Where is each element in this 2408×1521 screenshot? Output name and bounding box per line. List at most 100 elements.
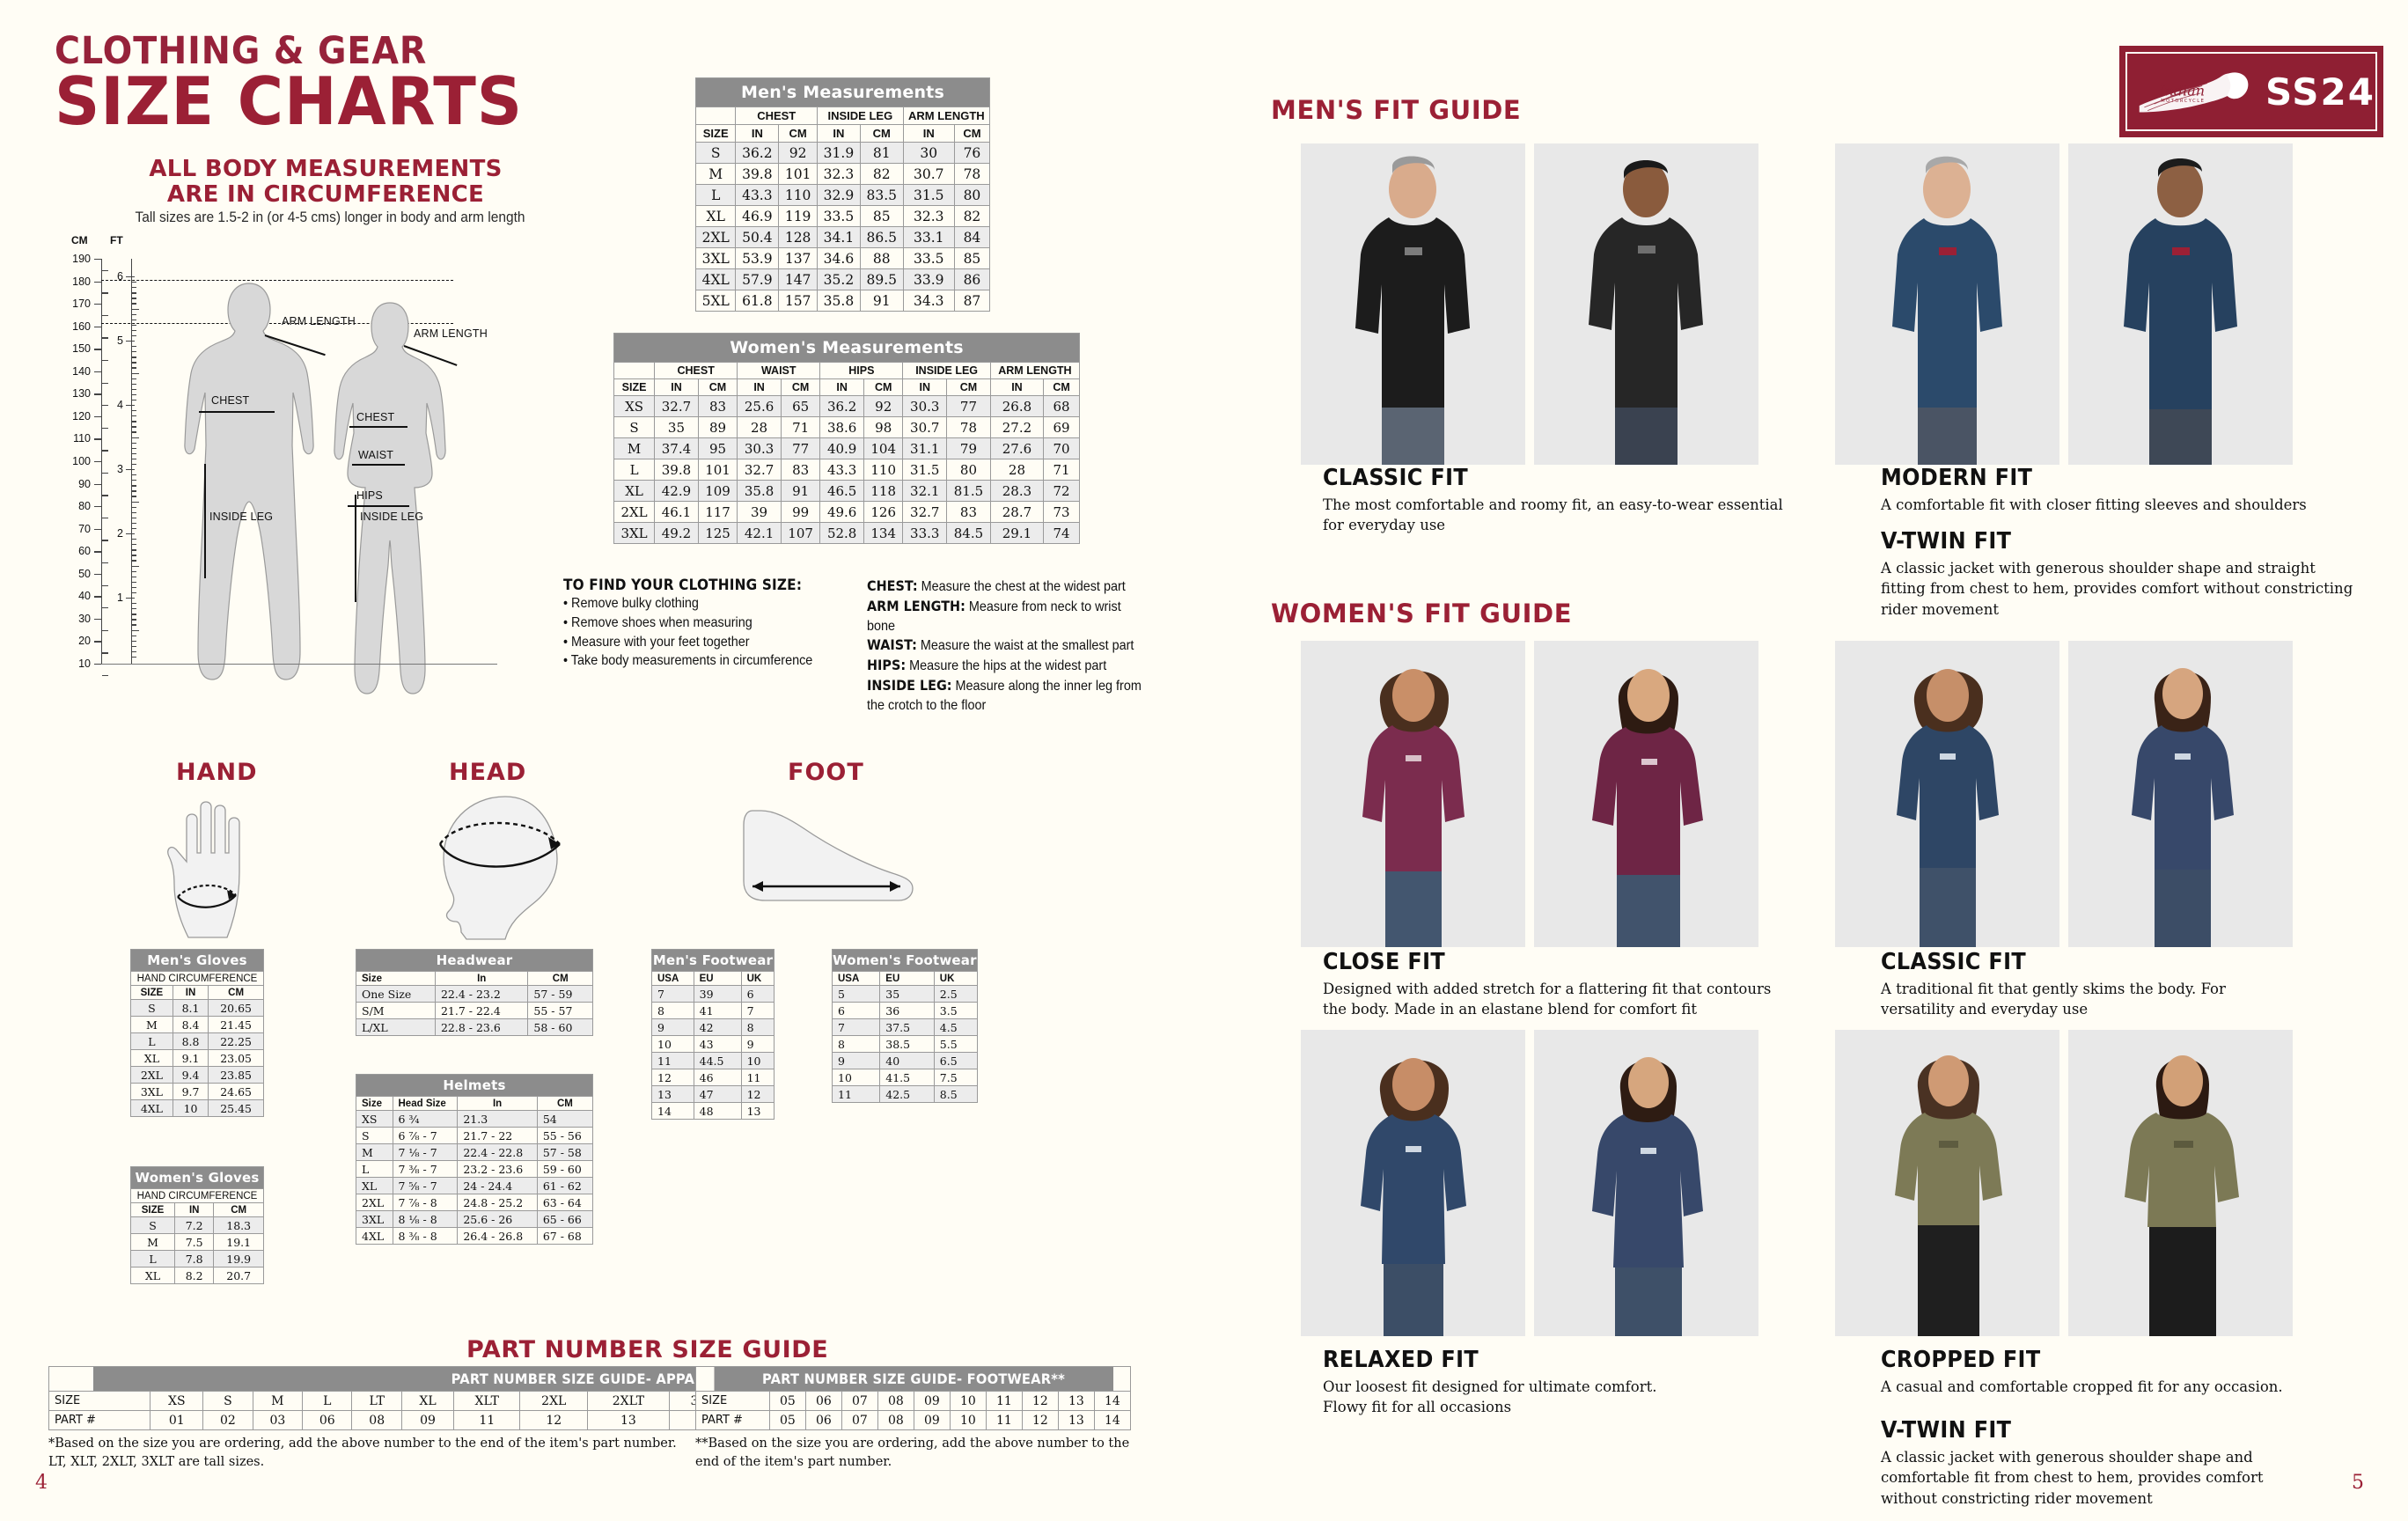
helmets-r4-c0: XL: [356, 1177, 393, 1194]
mens-footwear-r7-c2: 13: [740, 1102, 775, 1120]
pn-footwear-row-label-1: PART #: [695, 1410, 770, 1430]
headwear-col-2: CM: [527, 971, 593, 986]
mens-meas-r0-c5: 30: [902, 142, 955, 164]
ft-minor-tick: [132, 474, 136, 476]
mens-gloves-body: S 8.1 20.65 M 8.4 21.45 L 8.8 22.25 XL 9.1 23.05 2XL…: [130, 999, 264, 1117]
ft-tickmark-6: [126, 276, 135, 278]
ft-minor-tick: [132, 544, 136, 546]
mens-footwear-table: Men's Footwear USA EU UK 7 39 6 8 41 7 9 42 8 10 43 9…: [651, 949, 775, 1120]
mens-meas-r6-c2: 147: [778, 268, 819, 290]
womens-meas-r0-c0: XS: [613, 395, 656, 417]
helmets-r5-c1: 7 ⅞ - 8: [392, 1194, 459, 1211]
womens-meas-r6-c10: 74: [1043, 522, 1080, 544]
mens-footwear-col-1: EU: [693, 971, 742, 986]
womens-meas-r4-c2: 109: [697, 480, 738, 502]
womens-meas-r2-c5: 40.9: [819, 437, 865, 459]
womens-gloves-r2-c2: 19.9: [213, 1250, 264, 1268]
womens-meas-r3-c9: 28: [989, 459, 1045, 481]
ft-minor-tick: [132, 485, 136, 487]
ft-minor-tick: [132, 452, 136, 455]
pn-apparel-sizes-6: XLT: [453, 1391, 521, 1411]
helmets-r3-c0: L: [356, 1160, 393, 1178]
mens-meas-col-6: CM: [953, 124, 991, 143]
table-row: 10 43 9: [651, 1035, 775, 1053]
womens-meas-r4-c10: 72: [1043, 480, 1080, 502]
chest-label-male: CHEST: [211, 394, 250, 407]
mens-gloves-r5-c1: 9.7: [172, 1083, 209, 1100]
pn-apparel-sizes-3: L: [302, 1391, 353, 1411]
womens-footwear-r1-c1: 36: [879, 1002, 935, 1019]
womens-fit-cropped-desc: A casual and comfortable cropped fit for…: [1881, 1378, 2283, 1395]
mens-meas-r2-c5: 31.5: [902, 184, 955, 206]
ft-minor-tick: [132, 393, 136, 396]
ft-minor-tick: [132, 539, 136, 540]
ft-minor-tick: [132, 303, 136, 305]
column-header-row: USA EU UK: [831, 971, 978, 986]
pn-apparel-parts-0: 01: [150, 1410, 204, 1430]
mens-gloves-r4-c1: 9.4: [172, 1066, 209, 1084]
headwear-col-0: Size: [356, 971, 436, 986]
group-blank: [613, 362, 656, 379]
ft-minor-tick: [132, 608, 136, 610]
womens-meas-col-2: CM: [697, 378, 738, 396]
womens-meas-r1-c10: 69: [1043, 416, 1080, 438]
mens-gloves-r5-c0: 3XL: [130, 1083, 173, 1100]
cm-axis-label: CM: [71, 234, 88, 246]
womens-gloves-r1-c2: 19.1: [213, 1233, 264, 1251]
ft-minor-tick: [132, 388, 136, 391]
womens-meas-col-9: IN: [989, 378, 1045, 396]
womens-meas-r5-c3: 39: [737, 501, 782, 523]
page-number-right: 5: [2352, 1472, 2364, 1494]
table-row: XL 7 ⅝ - 7 24 - 24.4 61 - 62: [356, 1177, 594, 1194]
womens-meas-r4-c4: 91: [780, 480, 821, 502]
womens-meas-r6-c4: 107: [780, 522, 821, 544]
mens-footwear-r7-c0: 14: [651, 1102, 694, 1120]
pn-footwear-parts-0: 05: [768, 1410, 806, 1430]
womens-meas-r2-c0: M: [613, 437, 656, 459]
cm-minor-tick: [102, 292, 108, 294]
ft-minor-tick: [132, 619, 136, 621]
womens-footwear-r5-c0: 10: [831, 1069, 881, 1086]
womens-footwear-r4-c2: 6.5: [933, 1052, 978, 1069]
headwear-table: Headwear Size In CM One Size 22.4 - 23.2 57 …: [356, 949, 593, 1036]
table-row: L 8.8 22.25: [130, 1032, 264, 1050]
cm-tickmark-70: [94, 528, 102, 530]
pn-apparel-sizes-0: XS: [150, 1391, 204, 1411]
womens-meas-r1-c7: 30.7: [902, 416, 948, 438]
subheading-line-2: ARE IN CIRCUMFERENCE: [166, 181, 485, 209]
womens-meas-r6-c5: 52.8: [819, 522, 865, 544]
womens-gloves-subheader: HAND CIRCUMFERENCE: [130, 1188, 264, 1203]
womens-gloves-r3-c0: XL: [129, 1267, 176, 1284]
pn-footwear-parts-2: 07: [841, 1410, 878, 1430]
mens-meas-col-0: SIZE: [694, 124, 737, 143]
womens-meas-r2-c8: 79: [946, 437, 991, 459]
ft-minor-tick: [132, 586, 136, 589]
cm-minor-tick: [102, 629, 108, 631]
table-row: 4XL 10 25.45: [130, 1099, 264, 1117]
table-row: XS 6 ¾ 21.3 54: [356, 1110, 594, 1128]
mens-footwear-r6-c0: 13: [651, 1085, 694, 1103]
womens-fit-guide-title: WOMEN'S FIT GUIDE: [1271, 599, 1573, 628]
table-row: S 8.1 20.65: [130, 999, 264, 1017]
pn-apparel-parts-2: 03: [252, 1410, 304, 1430]
mens-gloves-col-2: CM: [208, 985, 264, 1000]
cm-tick-170: 170: [72, 298, 91, 311]
pn-footwear-sizes-5: 10: [949, 1391, 987, 1411]
womens-meas-r5-c6: 126: [863, 501, 904, 523]
cm-tick-20: 20: [78, 635, 91, 648]
womens-gloves-r1-c0: M: [129, 1233, 176, 1251]
mens-fit-classic-desc: The most comfortable and roomy fit, an e…: [1323, 496, 1783, 534]
mens-measurements-title: Men's Measurements: [695, 77, 990, 107]
title-line-1: CLOTHING & GEAR: [55, 29, 428, 73]
table-row: 2XL 46.1 117 39 99 49.6 126 32.7 83 28.7 73: [613, 501, 1080, 523]
mens-meas-r1-c4: 82: [859, 163, 904, 185]
mens-footwear-col-2: UK: [740, 971, 775, 986]
mens-footwear-r5-c2: 11: [740, 1069, 775, 1086]
womens-gloves-r0-c0: S: [129, 1216, 176, 1234]
cm-minor-tick: [102, 674, 108, 677]
womens-meas-r0-c2: 83: [697, 395, 738, 417]
group-header-row: CHEST WAIST HIPS INSIDE LEG ARM LENGTH: [613, 362, 1081, 379]
cm-tick-150: 150: [72, 342, 91, 356]
how-to-bullet-2: • Measure with your feet together: [563, 634, 750, 650]
